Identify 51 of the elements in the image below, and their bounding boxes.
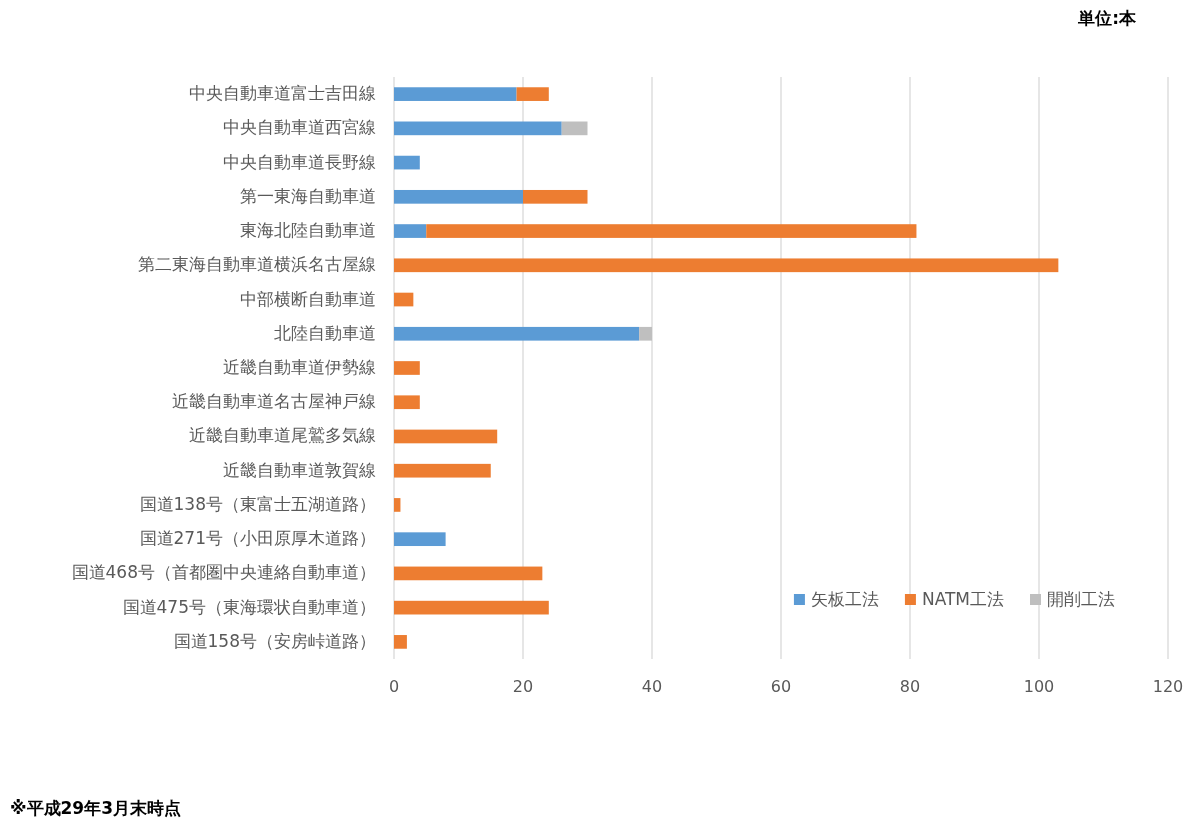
- legend-label: NATM工法: [921, 589, 1004, 609]
- y-tick-label: 中部横断自動車道: [240, 288, 376, 309]
- y-tick-label: 中央自動車道西宮線: [223, 117, 376, 138]
- y-tick-label: 近畿自動車道尾鷲多気線: [189, 425, 376, 446]
- bar: [394, 224, 427, 238]
- y-tick-label: 第一東海自動車道: [240, 185, 376, 206]
- x-tick-label: 40: [641, 677, 663, 696]
- y-tick-label: 国道468号（首都圏中央連絡自動車道）: [71, 562, 376, 583]
- x-tick-label: 0: [388, 677, 400, 696]
- bar: [394, 87, 517, 101]
- bar: [394, 326, 640, 341]
- y-tick-label: 中央自動車道富士吉田線: [189, 83, 376, 104]
- y-tick-label: 東海北陸自動車道: [240, 220, 376, 241]
- y-tick-label: 中央自動車道長野線: [223, 151, 376, 172]
- bar: [394, 600, 549, 615]
- y-tick-label: 国道271号（小田原厚木道路）: [139, 528, 376, 549]
- y-tick-label: 近畿自動車道伊勢線: [223, 357, 376, 377]
- y-tick-label: 近畿自動車道名古屋神戸線: [172, 391, 376, 412]
- text: 単位:本: [1077, 8, 1137, 28]
- bar: [394, 429, 498, 444]
- y-tick-label: 近畿自動車道敦賀線: [223, 459, 376, 480]
- bar: [394, 292, 414, 307]
- bar: [394, 463, 491, 478]
- bar: [561, 121, 588, 136]
- y-tick-label: 国道475号（東海環状自動車道）: [122, 596, 376, 617]
- bar: [394, 155, 420, 170]
- bar: [394, 121, 562, 136]
- bar: [516, 87, 549, 101]
- bar: [394, 532, 446, 547]
- bar: [394, 189, 523, 204]
- x-tick-label: 100: [1023, 677, 1055, 696]
- bar: [394, 361, 420, 375]
- legend-label: 開削工法: [1047, 589, 1115, 609]
- bar: [639, 326, 652, 341]
- x-tick-label: 20: [512, 677, 534, 696]
- x-tick-label: 120: [1152, 677, 1184, 696]
- bar: [394, 635, 407, 649]
- bar: [523, 189, 588, 204]
- text: ※平成29年3月末時点: [10, 798, 182, 818]
- x-tick-label: 80: [899, 677, 921, 696]
- bar: [394, 498, 401, 512]
- y-tick-label: 国道138号（東富士五湖道路）: [139, 493, 376, 514]
- x-tick-label: 60: [770, 677, 792, 696]
- bar: [394, 258, 1059, 273]
- y-tick-label: 北陸自動車道: [274, 322, 376, 343]
- bar: [394, 566, 543, 581]
- y-tick-label: 第二東海自動車道横浜名古屋線: [138, 254, 376, 275]
- legend-label: 矢板工法: [810, 589, 879, 609]
- y-tick-label: 国道158号（安房峠道路）: [173, 630, 376, 651]
- bar: [426, 224, 917, 238]
- bar: [394, 395, 420, 410]
